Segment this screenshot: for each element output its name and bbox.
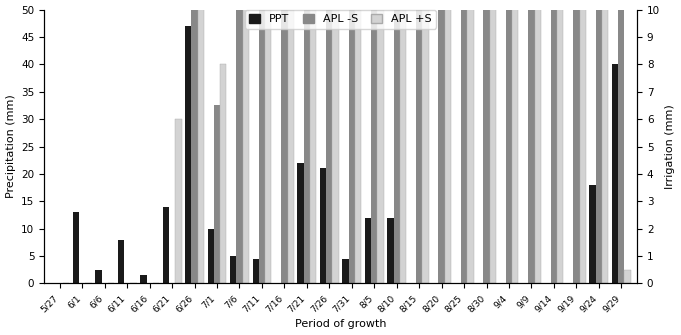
Bar — [439, 0, 445, 283]
Bar — [371, 0, 377, 283]
Bar — [163, 207, 169, 283]
Bar — [467, 0, 473, 283]
Y-axis label: Irrigation (mm): Irrigation (mm) — [665, 104, 676, 189]
Bar — [259, 0, 265, 283]
Bar — [304, 0, 310, 283]
Bar — [602, 0, 608, 283]
Bar — [320, 169, 326, 283]
Bar — [490, 0, 496, 283]
Bar — [281, 0, 287, 283]
Bar — [484, 0, 490, 283]
Bar — [590, 185, 596, 283]
Bar — [214, 106, 220, 283]
Bar — [332, 0, 338, 283]
Bar — [236, 0, 242, 283]
Bar — [349, 0, 355, 283]
Bar — [461, 0, 467, 283]
Bar — [580, 0, 586, 283]
Bar — [394, 0, 400, 283]
Bar — [551, 0, 557, 283]
Bar — [355, 0, 361, 283]
Bar — [208, 229, 214, 283]
Bar — [377, 0, 383, 283]
Bar — [140, 275, 146, 283]
Bar — [416, 0, 422, 283]
Bar — [220, 64, 227, 283]
X-axis label: Period of growth: Period of growth — [295, 320, 386, 329]
Bar — [298, 163, 304, 283]
Bar — [506, 0, 512, 283]
Y-axis label: Precipitation (mm): Precipitation (mm) — [5, 95, 16, 198]
Bar — [253, 259, 259, 283]
Bar — [528, 0, 535, 283]
Bar — [265, 0, 272, 283]
Bar — [343, 259, 349, 283]
Bar — [387, 218, 394, 283]
Bar — [624, 270, 631, 283]
Bar — [618, 0, 624, 283]
Bar — [557, 0, 563, 283]
Bar — [175, 119, 182, 283]
Bar — [573, 0, 580, 283]
Bar — [612, 64, 618, 283]
Bar — [400, 0, 406, 283]
Bar — [287, 0, 294, 283]
Bar — [242, 0, 249, 283]
Bar — [185, 26, 191, 283]
Bar — [118, 240, 124, 283]
Bar — [422, 0, 428, 283]
Bar — [191, 0, 197, 283]
Bar — [197, 0, 204, 283]
Bar — [445, 0, 451, 283]
Bar — [365, 218, 371, 283]
Bar — [512, 0, 518, 283]
Bar — [95, 270, 101, 283]
Bar — [310, 0, 316, 283]
Bar — [596, 0, 602, 283]
Bar — [73, 212, 79, 283]
Legend: PPT, APL -S, APL +S: PPT, APL -S, APL +S — [244, 10, 437, 28]
Bar — [230, 256, 236, 283]
Bar — [326, 0, 332, 283]
Bar — [535, 0, 541, 283]
